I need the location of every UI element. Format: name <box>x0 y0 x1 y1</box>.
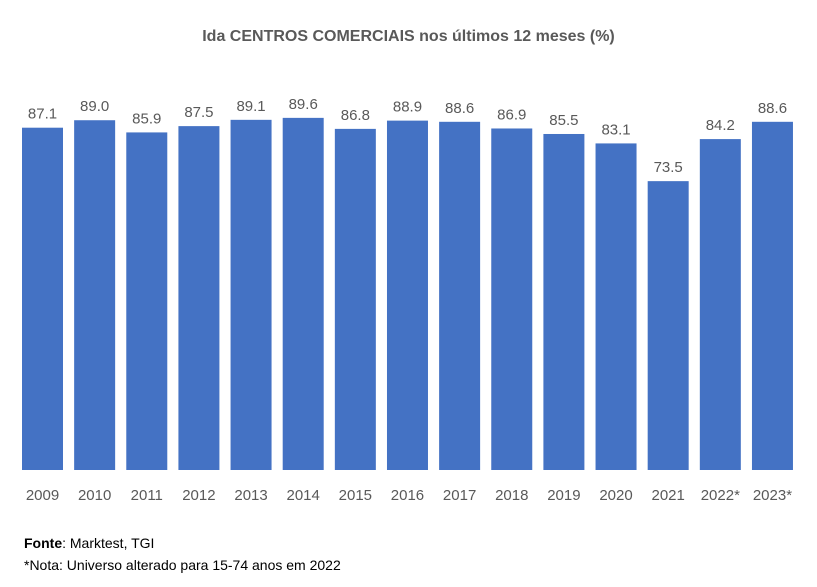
data-label: 88.9 <box>393 99 422 116</box>
data-label: 84.2 <box>706 117 735 134</box>
bar <box>595 143 637 471</box>
bar <box>74 120 116 470</box>
bar <box>282 117 324 470</box>
data-label: 87.1 <box>28 106 57 123</box>
x-tick-label: 2012 <box>182 487 215 504</box>
chart-title: Ida CENTROS COMERCIAIS nos últimos 12 me… <box>202 28 615 45</box>
data-label: 89.1 <box>236 98 265 115</box>
x-tick-label: 2015 <box>339 487 372 504</box>
bar-chart: 87.1 2009 89.0 2010 85.9 2011 87.5 2012 89.1 2013… <box>22 96 793 504</box>
data-label: 86.9 <box>497 106 526 123</box>
x-tick-label: 2022* <box>701 487 740 504</box>
bar <box>647 181 689 470</box>
x-tick-label: 2020 <box>599 487 632 504</box>
note-line: *Nota: Universo alterado para 15-74 anos… <box>24 557 341 573</box>
x-tick-label: 2019 <box>547 487 580 504</box>
bar <box>334 128 376 470</box>
x-tick-label: 2013 <box>234 487 267 504</box>
x-tick-label: 2017 <box>443 487 476 504</box>
data-label: 73.5 <box>654 159 683 176</box>
data-label: 89.0 <box>80 98 109 115</box>
data-label: 83.1 <box>601 121 630 138</box>
data-label: 88.6 <box>758 100 787 117</box>
data-label: 89.6 <box>289 96 318 113</box>
bar <box>386 120 428 471</box>
bar <box>178 126 220 470</box>
x-tick-label: 2018 <box>495 487 528 504</box>
x-tick-label: 2023* <box>753 487 792 504</box>
data-label: 88.6 <box>445 100 474 117</box>
bar <box>751 121 793 470</box>
data-label: 86.8 <box>341 107 370 124</box>
bar <box>699 139 741 470</box>
source-text: : Marktest, TGI <box>62 535 155 551</box>
x-tick-label: 2009 <box>26 487 59 504</box>
source-line: Fonte: Marktest, TGI <box>24 535 154 551</box>
x-tick-label: 2014 <box>287 487 320 504</box>
data-label: 85.9 <box>132 110 161 127</box>
x-tick-label: 2011 <box>131 487 163 504</box>
bar <box>22 127 63 471</box>
x-tick-label: 2016 <box>391 487 424 504</box>
bar <box>126 132 168 470</box>
data-label: 85.5 <box>549 112 578 129</box>
bar <box>543 133 585 471</box>
bar <box>230 119 272 470</box>
data-label: 87.5 <box>184 104 213 121</box>
x-tick-label: 2021 <box>651 487 684 504</box>
x-tick-label: 2010 <box>78 487 111 504</box>
source-label: Fonte <box>24 535 63 551</box>
bar <box>439 121 481 470</box>
bar <box>491 128 533 470</box>
